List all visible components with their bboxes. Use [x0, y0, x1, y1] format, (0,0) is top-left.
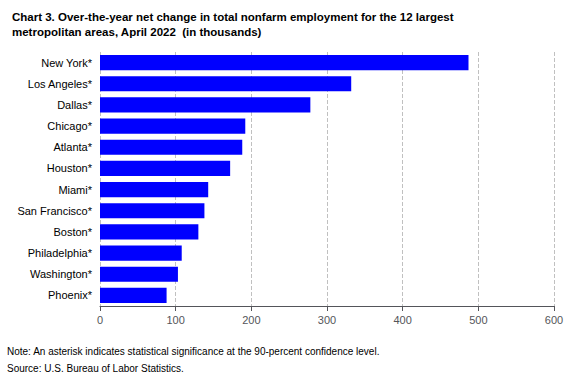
svg-text:San Francisco*: San Francisco* [17, 205, 92, 217]
svg-text:Dallas*: Dallas* [57, 99, 93, 111]
svg-text:Chart 3. Over-the-year net cha: Chart 3. Over-the-year net change in tot… [12, 11, 454, 23]
svg-text:Chicago*: Chicago* [47, 120, 92, 132]
svg-text:Boston*: Boston* [53, 226, 92, 238]
svg-text:Phoenix*: Phoenix* [48, 289, 93, 301]
svg-text:New York*: New York* [41, 57, 92, 69]
svg-text:Source: U.S. Bureau of Labor S: Source: U.S. Bureau of Labor Statistics. [7, 363, 184, 374]
svg-text:metropolitan areas, April 2022: metropolitan areas, April 2022 (in thous… [12, 26, 262, 38]
svg-text:300: 300 [318, 314, 336, 326]
svg-text:Philadelphia*: Philadelphia* [28, 247, 93, 259]
svg-text:500: 500 [469, 314, 487, 326]
svg-text:Atlanta*: Atlanta* [53, 141, 92, 153]
svg-text:100: 100 [166, 314, 184, 326]
svg-text:600: 600 [545, 314, 563, 326]
svg-text:400: 400 [393, 314, 411, 326]
svg-text:Miami*: Miami* [58, 184, 92, 196]
svg-text:Washington*: Washington* [30, 268, 93, 280]
svg-text:0: 0 [97, 314, 103, 326]
svg-text:200: 200 [242, 314, 260, 326]
svg-text:Note: An asterisk indicates st: Note: An asterisk indicates statistical … [7, 346, 379, 357]
svg-text:Houston*: Houston* [47, 162, 93, 174]
svg-text:Los Angeles*: Los Angeles* [28, 78, 93, 90]
